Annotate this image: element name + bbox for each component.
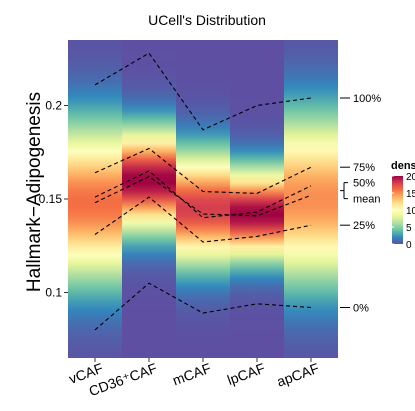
y-axis-label: Hallmark−Adipogenesis: [24, 92, 45, 292]
x-tick-label: apCAF: [275, 360, 321, 390]
series-line-25pct: [94, 196, 312, 243]
y-tick-label: 0.15: [39, 192, 63, 206]
series-line-0pct: [94, 282, 312, 331]
density-column-lpcaf: [230, 40, 284, 358]
legend-tick-label: 5: [406, 223, 412, 234]
chart-title: UCell's Distribution: [148, 12, 266, 28]
legend-color-bar: [392, 176, 403, 244]
legend-tick-label: 20: [406, 172, 415, 183]
legend-tick-label: 15: [406, 189, 415, 200]
series-line-100pct: [94, 52, 312, 131]
series-line-75pct: [94, 147, 312, 194]
series-line-50pct: [94, 170, 312, 219]
x-tick-label: lpCAF: [225, 360, 267, 388]
density-column-cd36caf: [122, 40, 176, 358]
quantile-label: 25%: [353, 220, 375, 232]
y-axis: 0.1 0.15 0.2: [39, 98, 68, 300]
legend-tick-label: 0: [406, 240, 412, 251]
legend-title: dens: [391, 160, 415, 172]
legend-tick-label: 10: [406, 206, 415, 217]
y-tick-label: 0.2: [45, 98, 62, 112]
quantile-label: mean: [353, 194, 381, 206]
density-column-apcaf: [284, 40, 338, 358]
quantile-bracket: [340, 182, 348, 200]
quantile-label: 50%: [353, 178, 375, 190]
quantile-label: 75%: [353, 162, 375, 174]
plot-panel: [68, 40, 338, 358]
quantile-labels: 100% 75% 25% 0% 50% mean: [340, 93, 381, 314]
x-tick-label: mCAF: [170, 360, 213, 389]
series-line-mean: [94, 175, 312, 217]
density-column-vcaf: [68, 40, 122, 358]
quantile-lines: [94, 52, 312, 331]
density-column-mcaf: [176, 40, 230, 358]
y-tick-label: 0.1: [45, 286, 62, 300]
quantile-label: 100%: [353, 93, 381, 105]
quantile-label: 0%: [353, 302, 369, 314]
